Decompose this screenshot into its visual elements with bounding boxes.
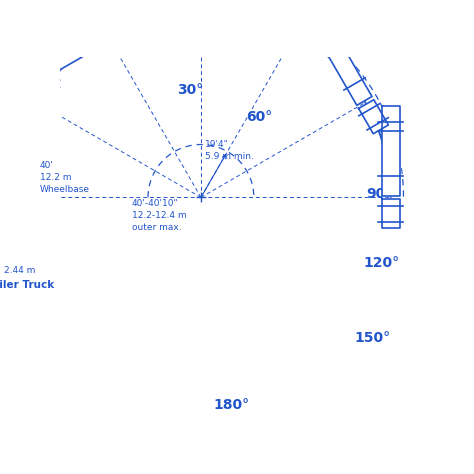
Text: 60°: 60°	[246, 110, 273, 124]
Text: 8' | 2.44 m: 8' | 2.44 m	[0, 266, 36, 275]
Polygon shape	[2, 199, 20, 289]
Polygon shape	[212, 0, 299, 40]
Polygon shape	[359, 100, 388, 134]
Polygon shape	[293, 27, 327, 56]
Text: 19'4"
5.9 m min.: 19'4" 5.9 m min.	[205, 140, 254, 161]
Polygon shape	[382, 106, 400, 196]
Polygon shape	[382, 199, 400, 228]
Polygon shape	[103, 10, 137, 40]
Polygon shape	[30, 71, 60, 105]
Polygon shape	[0, 100, 43, 186]
Polygon shape	[109, 0, 199, 17]
Polygon shape	[312, 19, 372, 105]
Text: 120°: 120°	[364, 256, 400, 270]
Polygon shape	[2, 166, 20, 196]
Text: 40'-40'10"
12.2-12.4 m
outer max.: 40'-40'10" 12.2-12.4 m outer max.	[132, 200, 186, 232]
Text: Semi-Trailer Truck: Semi-Trailer Truck	[0, 281, 55, 291]
Text: 40'
12.2 m
Wheelbase: 40' 12.2 m Wheelbase	[40, 161, 90, 194]
Text: 30°: 30°	[177, 83, 203, 97]
Text: 90°: 90°	[367, 187, 393, 201]
Text: 180°: 180°	[214, 399, 250, 412]
Text: 150°: 150°	[355, 331, 391, 345]
Polygon shape	[23, 27, 109, 86]
Polygon shape	[203, 0, 232, 17]
